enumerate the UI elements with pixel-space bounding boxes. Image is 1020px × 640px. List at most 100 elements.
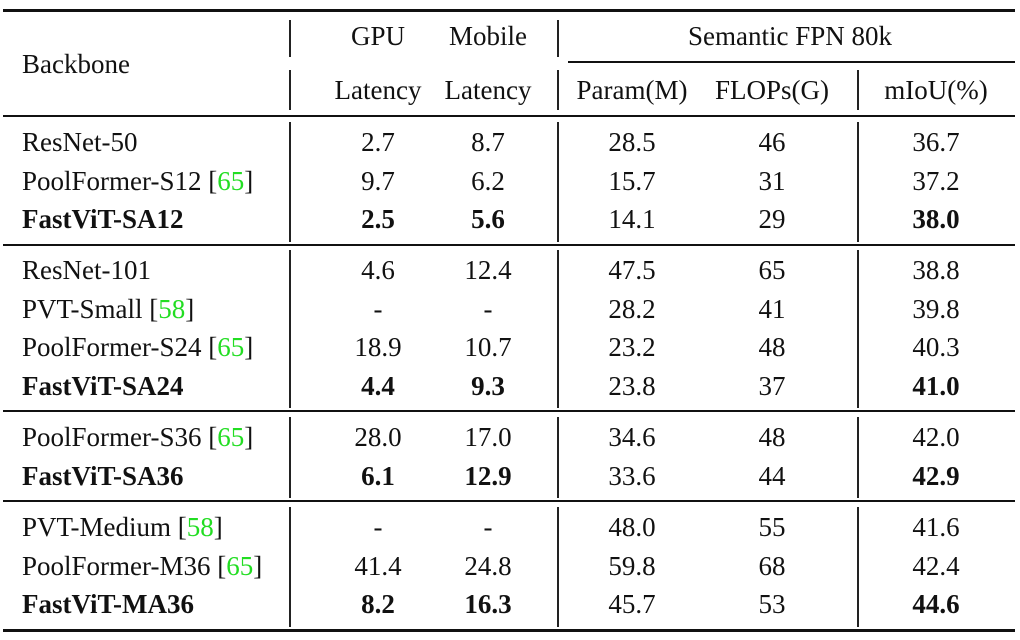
cell-miou: 44.6 (912, 589, 960, 619)
cell-mobile: 5.6 (471, 204, 505, 234)
cell-gpu: 4.6 (361, 255, 395, 285)
citation-number[interactable]: 65 (217, 422, 245, 452)
backbone-name: ResNet-50 (22, 126, 137, 158)
cell-mobile: 9.3 (471, 370, 505, 401)
backbone-label: PoolFormer-S24 (22, 332, 202, 362)
bottom-rule (3, 629, 1015, 632)
cell-miou: 41.0 (912, 370, 960, 401)
cell-param: 59.8 (608, 550, 656, 581)
group-vline-3 (857, 417, 859, 498)
cell-gpu: 18.9 (354, 332, 402, 362)
cell-gpu: 41.4 (354, 550, 402, 581)
cell-mobile: 12.9 (464, 460, 512, 491)
cell-mobile: 12.4 (464, 255, 512, 285)
backbone-label: FastViT-SA12 (22, 204, 184, 234)
cell-gpu: 2.7 (361, 127, 395, 157)
header-param: Param(M) (576, 75, 688, 105)
backbone-label: ResNet-50 (22, 127, 138, 157)
citation-number[interactable]: 58 (158, 293, 186, 324)
cell-gpu: 9.7 (361, 165, 395, 196)
cell-flops: 37 (758, 370, 786, 401)
cell-mobile: 16.3 (464, 589, 512, 619)
cell-flops: 48 (758, 332, 786, 362)
cell-param: 28.2 (608, 293, 656, 324)
group-vline-1 (289, 250, 291, 408)
group-separator-rule (3, 500, 1015, 502)
backbone-name: PoolFormer-S36 [65] (22, 421, 253, 453)
cell-gpu: - (373, 512, 383, 542)
citation-number[interactable]: 65 (217, 165, 245, 196)
cell-miou: 36.7 (912, 127, 960, 157)
cell-mobile: - (483, 293, 493, 324)
backbone-label: ResNet-101 (22, 255, 151, 285)
cell-param: 33.6 (608, 460, 656, 491)
group-vline-2 (557, 250, 559, 408)
top-rule (3, 9, 1015, 12)
group-vline-2 (557, 417, 559, 498)
cell-mobile: - (483, 512, 493, 542)
cell-param: 14.1 (608, 204, 656, 234)
backbone-name: PVT-Medium [58] (22, 511, 223, 543)
header-miou: mIoU(%) (884, 75, 988, 105)
cell-param: 23.2 (608, 332, 656, 362)
cell-param: 45.7 (608, 589, 656, 619)
cell-gpu: - (373, 293, 383, 324)
backbone-label: PoolFormer-S36 (22, 422, 202, 452)
header-gpu-top: GPU (350, 21, 406, 51)
cell-flops: 48 (758, 422, 786, 452)
backbone-label: FastViT-SA24 (22, 370, 184, 401)
cell-miou: 42.0 (912, 422, 960, 452)
citation-number[interactable]: 58 (186, 512, 214, 542)
cell-param: 15.7 (608, 165, 656, 196)
group-vline-1 (289, 417, 291, 498)
group-vline-2 (557, 507, 559, 627)
backbone-name: PoolFormer-M36 [65] (22, 550, 262, 582)
cell-mobile: 17.0 (464, 422, 512, 452)
cell-flops: 31 (758, 165, 786, 196)
cell-flops: 65 (758, 255, 786, 285)
header-vline-1 (289, 20, 291, 57)
backbone-name: FastViT-MA36 (22, 588, 194, 620)
group-separator-rule (3, 244, 1015, 246)
group-vline-3 (857, 122, 859, 242)
citation-number[interactable]: 65 (226, 550, 254, 581)
backbone-label: FastViT-SA36 (22, 460, 184, 491)
citation-number[interactable]: 65 (217, 332, 245, 362)
cell-mobile: 10.7 (464, 332, 512, 362)
cell-param: 48.0 (608, 512, 656, 542)
citation: [65] (210, 550, 263, 581)
backbone-name: PoolFormer-S12 [65] (22, 165, 253, 197)
cell-gpu: 28.0 (354, 422, 402, 452)
cell-mobile: 8.7 (471, 127, 505, 157)
backbone-label: PoolFormer-S12 (22, 165, 202, 196)
backbone-name: PVT-Small [58] (22, 293, 194, 325)
cell-gpu: 8.2 (361, 589, 395, 619)
backbone-name: FastViT-SA24 (22, 370, 184, 402)
backbone-label: PoolFormer-M36 (22, 550, 211, 581)
cell-miou: 41.6 (912, 512, 960, 542)
backbone-name: PoolFormer-S24 [65] (22, 331, 253, 363)
cell-flops: 68 (758, 550, 786, 581)
backbone-label: PVT-Medium (22, 512, 172, 542)
cell-flops: 55 (758, 512, 786, 542)
header-vline-1b (289, 70, 291, 110)
header-vline-3 (857, 70, 859, 110)
header-mobile-bottom: Latency (444, 75, 532, 105)
cell-mobile: 6.2 (471, 165, 505, 196)
cell-miou: 42.9 (912, 460, 960, 491)
citation: [58] (171, 512, 223, 542)
cell-gpu: 4.4 (361, 370, 395, 401)
citation: [58] (142, 293, 195, 324)
cell-miou: 42.4 (912, 550, 960, 581)
citation: [65] (201, 422, 254, 452)
backbone-name: FastViT-SA12 (22, 203, 184, 235)
cell-flops: 29 (758, 204, 786, 234)
header-semantic-fpn: Semantic FPN 80k (687, 21, 893, 51)
cell-mobile: 24.8 (464, 550, 512, 581)
group-vline-1 (289, 122, 291, 242)
cell-gpu: 2.5 (361, 204, 395, 234)
cell-flops: 44 (758, 460, 786, 491)
citation: [65] (201, 165, 254, 196)
citation: [65] (201, 332, 254, 362)
header-gpu-bottom: Latency (334, 75, 422, 105)
